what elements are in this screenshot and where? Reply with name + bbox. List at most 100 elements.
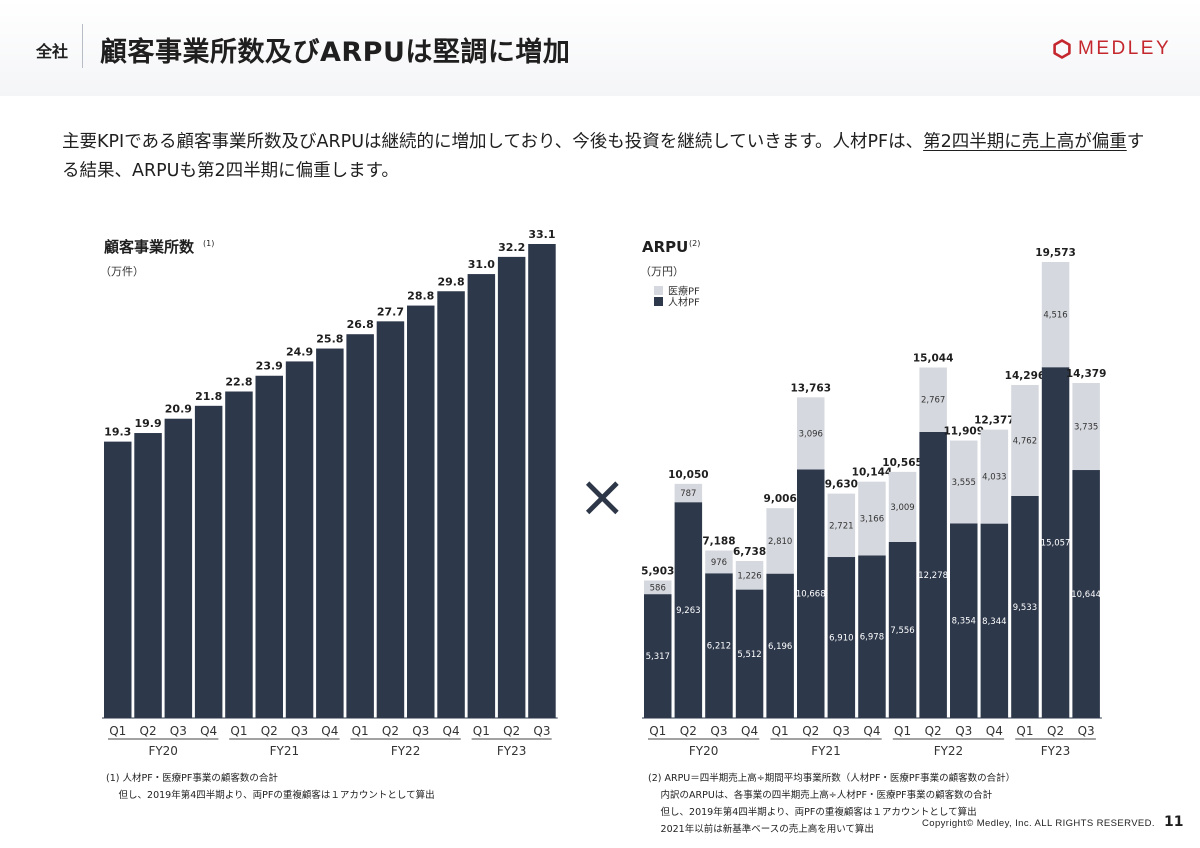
chart1-bar	[134, 433, 162, 718]
chart1-bar	[194, 405, 223, 718]
chart2-bar-iryo	[705, 550, 733, 574]
chart2-group-label: FY20	[689, 744, 719, 758]
chart2-jinzai-label: 5,512	[737, 650, 761, 660]
chart2-x-tick: Q3	[955, 724, 972, 738]
chart1-x-tick: Q4	[321, 724, 338, 738]
chart1-group-label: FY23	[497, 744, 527, 758]
chart2-iryo-label: 787	[680, 489, 696, 499]
chart2-total-label: 7,188	[702, 536, 735, 548]
chart2-iryo-label: 2,767	[921, 396, 945, 406]
chart2-total-label: 9,006	[764, 493, 797, 505]
chart1-bar	[437, 291, 465, 718]
chart2-bar-iryo	[644, 580, 672, 595]
footnote-right: (2) ARPU＝四半期売上高÷期間平均事業所数（人材PF・医療PF事業の顧客数…	[648, 773, 1016, 835]
chart2-bar-jinzai	[1011, 495, 1039, 718]
chart2-jinzai-label: 6,910	[829, 634, 853, 644]
multiply-symbol: ×	[578, 462, 627, 530]
chart2-x-tick: Q2	[1047, 724, 1064, 738]
chart2-jinzai-label: 8,354	[952, 617, 976, 627]
chart2-x-tick: Q4	[986, 724, 1003, 738]
chart1-value-label: 29.8	[437, 275, 464, 288]
chart2-total-label: 19,573	[1035, 247, 1076, 259]
chart2-unit: （万円）	[640, 265, 684, 278]
chart2-total-label: 10,144	[852, 467, 893, 479]
chart1-title-note: (1)	[203, 239, 214, 248]
chart2-bar-iryo	[797, 397, 825, 470]
chart2-bar-jinzai	[1041, 367, 1070, 718]
chart1-x-tick: Q2	[261, 724, 278, 738]
chart1-x-tick: Q1	[230, 724, 247, 738]
chart1-x-tick: Q1	[109, 724, 126, 738]
chart1-bar	[255, 375, 283, 718]
chart2-bar-jinzai	[1072, 470, 1100, 718]
chart2-jinzai-label: 12,278	[918, 571, 948, 581]
chart2-iryo-label: 3,555	[952, 478, 976, 488]
chart1-group-label: FY21	[270, 744, 300, 758]
chart2-jinzai-label: 10,644	[1071, 590, 1101, 600]
chart2-jinzai-label: 5,317	[646, 652, 670, 662]
chart2-jinzai-label: 10,668	[796, 590, 826, 600]
chart2-bar-jinzai	[766, 573, 794, 718]
chart2-bar-iryo	[919, 367, 947, 432]
chart2-jinzai-label: 7,556	[890, 626, 914, 636]
chart1-x-tick: Q3	[170, 724, 187, 738]
chart2-title-note: (2)	[689, 239, 700, 248]
chart2-bar-iryo	[888, 471, 917, 542]
chart2-bar-jinzai	[735, 589, 764, 718]
chart2-bar-iryo	[1072, 383, 1100, 471]
chart2-legend-swatch	[654, 297, 663, 306]
chart1-x-tick: Q1	[473, 724, 490, 738]
chart1-bar	[316, 348, 344, 718]
chart2-x-tick: Q1	[649, 724, 666, 738]
chart2-x-tick: Q2	[802, 724, 819, 738]
chart2-bar-iryo	[766, 508, 794, 574]
chart2-total-label: 9,630	[825, 479, 858, 491]
chart1-bar	[164, 418, 193, 718]
chart2-total-label: 11,909	[943, 426, 984, 438]
chart2-iryo-label: 2,721	[829, 521, 853, 531]
chart2-group-label: FY23	[1041, 744, 1071, 758]
lead-part2: する結果、ARPUも第2四半期に偏重します。	[62, 132, 1145, 181]
chart1-bar	[407, 305, 435, 718]
medley-logo: MEDLEY	[1052, 38, 1171, 60]
chart2-x-tick: Q4	[741, 724, 758, 738]
chart2-bar-jinzai	[919, 431, 947, 718]
header-band: 全社 顧客事業所数及びARPUは堅調に増加 MEDLEY	[0, 0, 1200, 96]
chart1-bar	[376, 321, 405, 718]
chart1-value-label: 31.0	[468, 258, 495, 271]
chart1-value-label: 24.9	[286, 345, 313, 358]
chart2-legend-label: 医療PF	[668, 285, 700, 298]
chart2-bar-jinzai	[888, 541, 917, 718]
chart2-x-tick: Q2	[680, 724, 697, 738]
chart2-iryo-label: 4,516	[1043, 311, 1067, 321]
chart2-legend-label: 人材PF	[668, 296, 700, 309]
chart1-value-label: 21.8	[195, 390, 222, 403]
chart1-x-tick: Q3	[291, 724, 308, 738]
chart1-x-tick: Q2	[140, 724, 157, 738]
chart2-iryo-label: 586	[650, 583, 666, 593]
chart2-x-tick: Q3	[1078, 724, 1095, 738]
chart2-total-label: 12,377	[974, 415, 1015, 427]
chart2-group-label: FY21	[811, 744, 841, 758]
chart2-iryo-label: 1,226	[737, 571, 761, 581]
chart1-bar	[225, 391, 253, 718]
chart2-bar-jinzai	[644, 594, 672, 718]
chart1-value-label: 32.2	[498, 241, 525, 254]
chart1-title: 顧客事業所数	[104, 238, 195, 256]
chart2-iryo-label: 3,166	[860, 515, 884, 525]
chart1-bar	[467, 274, 496, 718]
chart2-jinzai-label: 9,263	[676, 606, 700, 616]
lead-text: 主要KPIである顧客事業所数及びARPUは継続的に増加しており、今後も投資を継続…	[62, 128, 1152, 186]
chart2-bar-iryo	[950, 440, 978, 524]
lead-part1: 主要KPIである顧客事業所数及びARPUは継続的に増加しており、今後も投資を継続…	[62, 132, 924, 152]
chart2-bar-jinzai	[705, 573, 733, 718]
chart2-bar-jinzai	[674, 502, 703, 718]
chart1-x-tick: Q2	[503, 724, 520, 738]
header-divider	[82, 24, 83, 68]
chart2-bar-iryo	[1011, 384, 1039, 496]
chart2-bar-jinzai	[858, 555, 886, 718]
chart1-bar	[497, 256, 526, 718]
chart2-title: ARPU	[642, 238, 688, 256]
chart1-bar	[346, 334, 374, 718]
